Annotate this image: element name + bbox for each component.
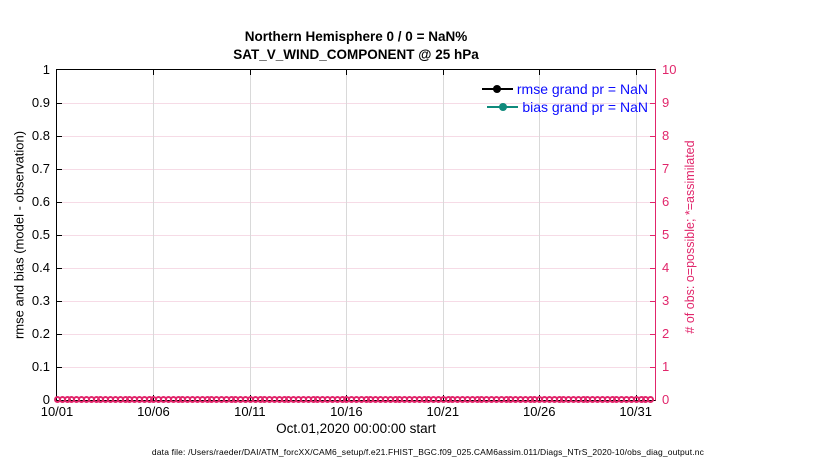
left-axis-tick-label: 0.5 [31, 227, 50, 242]
right-tick-mark [650, 334, 655, 335]
left-axis-tick-label: 0.8 [31, 128, 50, 143]
vertical-gridline [539, 70, 540, 400]
horizontal-gridline [57, 268, 655, 269]
left-axis-tick-label: 0.6 [31, 194, 50, 209]
x-axis-tick-label: 10/01 [40, 404, 74, 419]
left-axis-tick-label: 1 [42, 62, 50, 77]
top-tick-mark [539, 70, 540, 75]
top-tick-mark [346, 70, 347, 75]
chart-title: Northern Hemisphere 0 / 0 = NaN% [244, 29, 468, 44]
vertical-gridline [250, 70, 251, 400]
left-axis-tick-label: 0.2 [31, 326, 50, 341]
left-tick-mark [57, 367, 62, 368]
plot-area: rmse grand pr = NaN bias grand pr = NaN [54, 69, 658, 404]
left-axis-tick-label: 0 [42, 392, 50, 407]
left-tick-mark [57, 103, 62, 104]
left-tick-mark [57, 235, 62, 236]
vertical-gridline [153, 70, 154, 400]
data-file-caption: data file: /Users/raeder/DAI/ATM_forcXX/… [151, 447, 705, 457]
right-tick-mark [650, 367, 655, 368]
left-tick-mark [57, 202, 62, 203]
legend-item: bias grand pr = NaN [482, 98, 648, 116]
right-tick-mark [650, 301, 655, 302]
left-axis-tick-label: 0.9 [31, 95, 50, 110]
left-tick-mark [57, 169, 62, 170]
right-axis-tick-label: 8 [662, 128, 670, 143]
x-axis-tick-label: 10/31 [619, 404, 652, 419]
top-tick-mark [636, 70, 637, 75]
horizontal-gridline [57, 136, 655, 137]
right-tick-mark [650, 136, 655, 137]
x-axis-label: Oct.01,2020 00:00:00 start [276, 421, 436, 436]
top-tick-mark [153, 70, 154, 75]
legend-item: rmse grand pr = NaN [481, 80, 648, 98]
right-axis-tick-label: 6 [662, 194, 670, 209]
x-axis-tick-label: 10/26 [522, 404, 556, 419]
legend-circle-marker-icon [498, 103, 507, 111]
left-axis-tick-label: 0.1 [31, 359, 50, 374]
x-axis-tick-label: 10/11 [234, 404, 266, 419]
horizontal-gridline [57, 235, 655, 236]
right-tick-mark [650, 202, 655, 203]
right-axis-tick-label: 10 [662, 62, 677, 77]
legend-circle-marker-icon [493, 85, 502, 93]
right-axis-tick-label: 4 [662, 260, 670, 275]
right-tick-mark [650, 169, 655, 170]
right-tick-mark [650, 235, 655, 236]
legend-line-sample [481, 85, 513, 93]
horizontal-gridline [57, 202, 655, 203]
vertical-gridline [636, 70, 637, 400]
right-tick-mark [650, 268, 655, 269]
left-axis-tick-label: 0.7 [31, 161, 50, 176]
right-axis-tick-label: 2 [662, 326, 670, 341]
obs-markers-row [54, 395, 658, 404]
right-tick-mark [650, 103, 655, 104]
horizontal-gridline [57, 103, 655, 104]
top-tick-mark [250, 70, 251, 75]
left-axis-tick-label: 0.4 [31, 260, 50, 275]
right-axis-tick-label: 7 [662, 161, 670, 176]
horizontal-gridline [57, 334, 655, 335]
left-tick-mark [57, 334, 62, 335]
legend-label: bias grand pr = NaN [522, 99, 648, 115]
left-tick-mark [57, 136, 62, 137]
right-axis-tick-label: 1 [662, 359, 670, 374]
right-axis-tick-label: 9 [662, 95, 670, 110]
legend-label: rmse grand pr = NaN [516, 81, 648, 97]
left-tick-mark [57, 268, 62, 269]
right-axis-tick-label: 3 [662, 293, 670, 308]
legend-line-sample [487, 103, 519, 111]
x-axis-tick-label: 10/06 [137, 404, 170, 419]
x-axis-tick-label: 10/16 [330, 404, 363, 419]
x-axis-tick-label: 10/21 [426, 404, 460, 419]
vertical-gridline [443, 70, 444, 400]
right-axis-tick-label: 5 [662, 227, 670, 242]
horizontal-gridline [57, 301, 655, 302]
right-axis-tick-label: 0 [662, 392, 670, 407]
left-axis-tick-label: 0.3 [31, 293, 50, 308]
horizontal-gridline [57, 169, 655, 170]
top-tick-mark [443, 70, 444, 75]
obs-count-marker-icon [647, 396, 655, 403]
legend: rmse grand pr = NaN bias grand pr = NaN [481, 80, 648, 116]
left-tick-mark [57, 301, 62, 302]
chart-subtitle: SAT_V_WIND_COMPONENT @ 25 hPa [233, 47, 479, 62]
horizontal-gridline [57, 367, 655, 368]
vertical-gridline [346, 70, 347, 400]
